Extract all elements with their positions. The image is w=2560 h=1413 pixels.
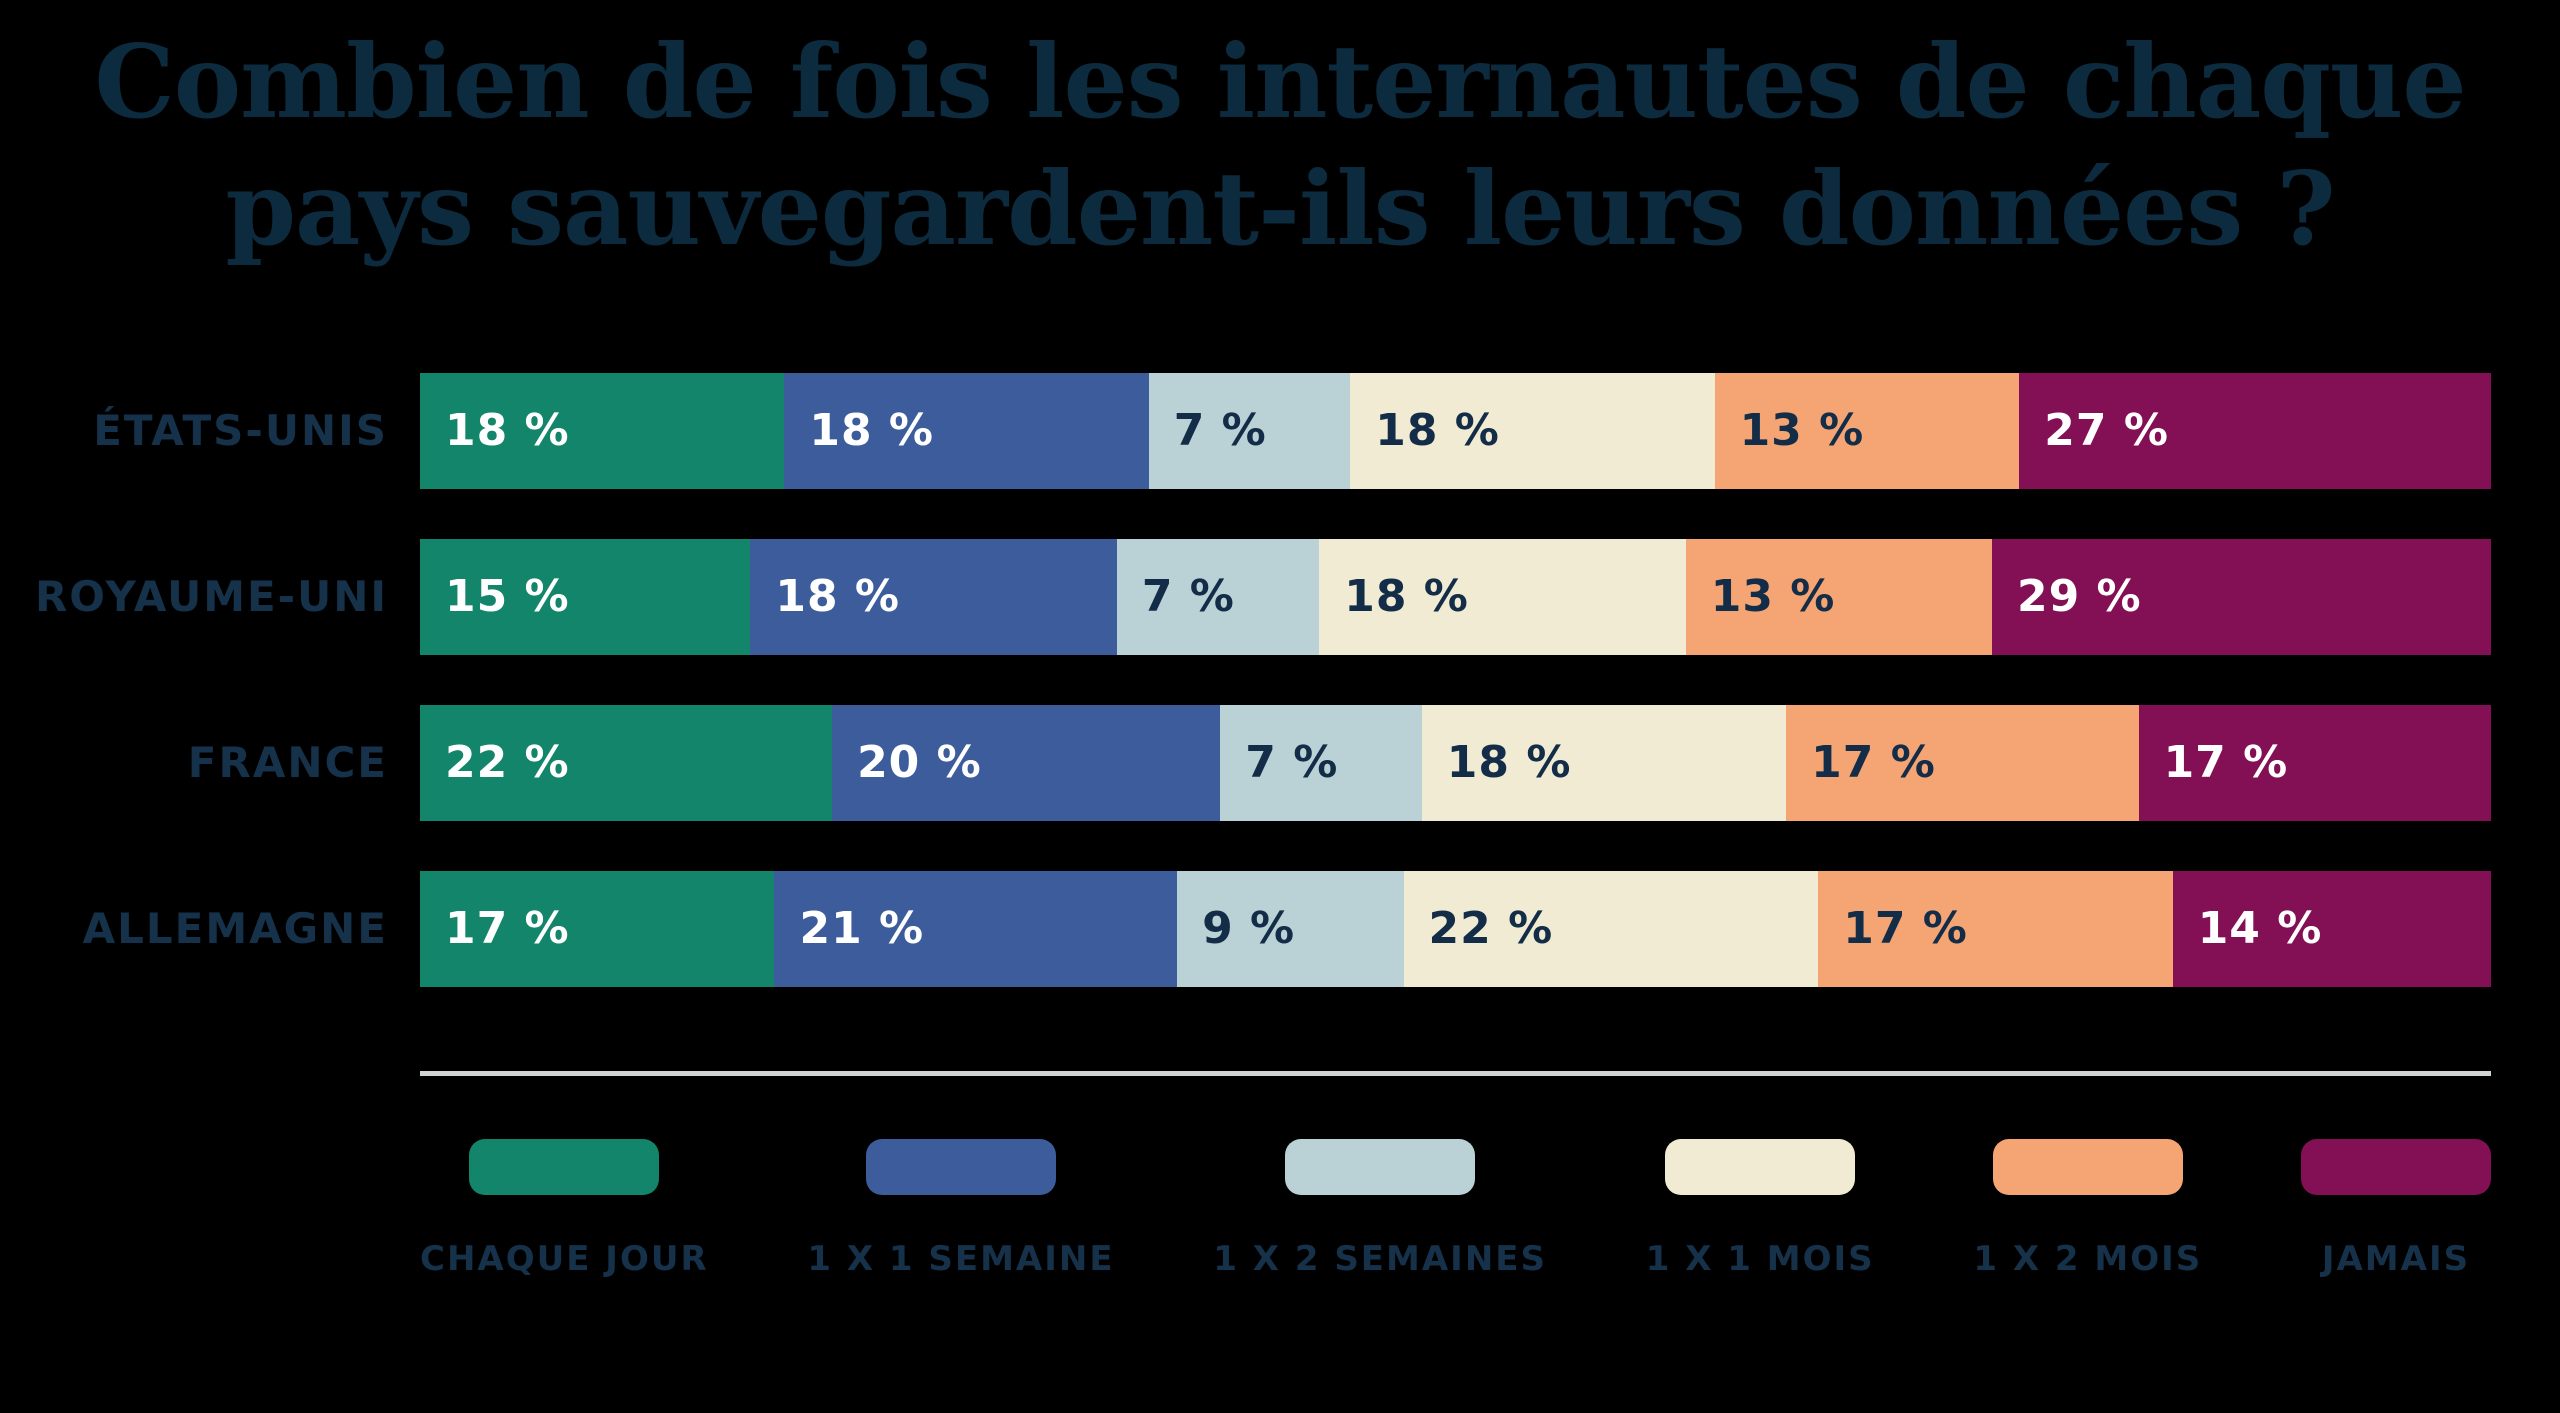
legend-label: JAMAIS	[2321, 1238, 2471, 1279]
bar-segment: 7 %	[1220, 704, 1422, 821]
bar-segment: 18 %	[750, 538, 1117, 655]
legend-item: CHAQUE JOUR	[420, 1138, 709, 1279]
bar-segment: 20 %	[832, 704, 1221, 821]
chart-rows: ÉTATS-UNIS 18 % 18 % 7 % 18 % 13 % 27 % ROYAUME…	[0, 372, 2560, 987]
segment-value-label: 18 %	[809, 405, 934, 456]
legend-swatch	[1665, 1138, 1856, 1195]
chart-row: ÉTATS-UNIS 18 % 18 % 7 % 18 % 13 % 27 %	[0, 372, 2491, 489]
chart-title-line1: Combien de fois les internautes de chaqu…	[94, 22, 2466, 141]
bar-segment: 13 %	[1714, 372, 2020, 489]
bar-segment: 17 %	[1818, 870, 2173, 987]
segment-value-label: 9 %	[1202, 903, 1296, 954]
legend-label: 1 X 1 SEMAINE	[807, 1238, 1115, 1279]
bar-segment: 9 %	[1177, 870, 1404, 987]
segment-value-label: 17 %	[1843, 903, 1968, 954]
legend-swatch	[1285, 1138, 1476, 1195]
bar-segment: 21 %	[774, 870, 1178, 987]
legend-label: 1 X 2 SEMAINES	[1213, 1238, 1547, 1279]
bar-segment: 18 %	[420, 372, 785, 489]
segment-value-label: 18 %	[1344, 571, 1469, 622]
legend-label: 1 X 2 MOIS	[1973, 1238, 2203, 1279]
legend-label: 1 X 1 MOIS	[1645, 1238, 1875, 1279]
chart-title: Combien de fois les internautes de chaqu…	[0, 0, 2560, 273]
segment-value-label: 21 %	[799, 903, 925, 954]
segment-value-label: 17 %	[2163, 737, 2289, 788]
bar-segment: 17 %	[2138, 704, 2491, 821]
segment-value-label: 20 %	[857, 737, 982, 788]
legend-item: JAMAIS	[2300, 1138, 2491, 1279]
segment-value-label: 18 %	[775, 571, 900, 622]
bar-segment: 7 %	[1148, 372, 1351, 489]
segment-value-label: 22 %	[1428, 903, 1554, 954]
bar-segment: 15 %	[420, 538, 751, 655]
bar-segment: 14 %	[2172, 870, 2491, 987]
bar-segment: 18 %	[784, 372, 1149, 489]
bar-segment: 18 %	[1350, 372, 1715, 489]
row-label: ÉTATS-UNIS	[93, 406, 388, 455]
row-label: ALLEMAGNE	[82, 904, 388, 953]
chart-row: FRANCE 22 % 20 % 7 % 18 % 17 % 17 %	[0, 704, 2491, 821]
segment-value-label: 13 %	[1739, 405, 1865, 456]
segment-value-label: 13 %	[1710, 571, 1836, 622]
segment-value-label: 18 %	[445, 405, 570, 456]
segment-value-label: 17 %	[445, 903, 570, 954]
chart-row: ALLEMAGNE 17 % 21 % 9 % 22 % 17 % 14 %	[0, 870, 2491, 987]
segment-value-label: 17 %	[1811, 737, 1936, 788]
legend-swatch	[865, 1138, 1056, 1195]
legend-swatch	[469, 1138, 660, 1195]
stacked-bar: 15 % 18 % 7 % 18 % 13 % 29 %	[420, 538, 2491, 655]
legend-item: 1 X 2 MOIS	[1973, 1138, 2203, 1279]
segment-value-label: 29 %	[2016, 571, 2142, 622]
legend-item: 1 X 1 MOIS	[1645, 1138, 1875, 1279]
segment-value-label: 27 %	[2044, 405, 2169, 456]
segment-value-label: 7 %	[1245, 737, 1339, 788]
segment-value-label: 7 %	[1141, 571, 1235, 622]
legend-item: 1 X 2 SEMAINES	[1213, 1138, 1547, 1279]
legend-swatch	[1992, 1138, 2183, 1195]
segment-value-label: 7 %	[1173, 405, 1267, 456]
segment-value-label: 14 %	[2197, 903, 2323, 954]
bar-segment: 27 %	[2019, 372, 2491, 489]
segment-value-label: 18 %	[1375, 405, 1500, 456]
bar-segment: 13 %	[1685, 538, 1992, 655]
bar-segment: 22 %	[1403, 870, 1819, 987]
legend-separator	[420, 1070, 2491, 1076]
stacked-bar: 22 % 20 % 7 % 18 % 17 % 17 %	[420, 704, 2491, 821]
chart-legend: CHAQUE JOUR 1 X 1 SEMAINE 1 X 2 SEMAINES 1 …	[420, 1070, 2491, 1279]
stacked-bar: 17 % 21 % 9 % 22 % 17 % 14 %	[420, 870, 2491, 987]
bar-segment: 18 %	[1319, 538, 1686, 655]
chart-row: ROYAUME-UNI 15 % 18 % 7 % 18 % 13 % 29 %	[0, 538, 2491, 655]
bar-segment: 29 %	[1991, 538, 2491, 655]
bar-segment: 18 %	[1421, 704, 1787, 821]
row-label: FRANCE	[187, 738, 388, 787]
segment-value-label: 15 %	[445, 571, 570, 622]
segment-value-label: 22 %	[445, 737, 570, 788]
stacked-bar: 18 % 18 % 7 % 18 % 13 % 27 %	[420, 372, 2491, 489]
bar-segment: 17 %	[420, 870, 775, 987]
legend-label: CHAQUE JOUR	[420, 1238, 709, 1279]
bar-segment: 7 %	[1116, 538, 1320, 655]
legend-swatch	[2300, 1138, 2491, 1195]
bar-segment: 17 %	[1786, 704, 2139, 821]
segment-value-label: 18 %	[1446, 737, 1572, 788]
stacked-bar-chart: ÉTATS-UNIS 18 % 18 % 7 % 18 % 13 % 27 % ROYAUME…	[0, 372, 2560, 1279]
bar-segment: 22 %	[420, 704, 833, 821]
legend-items: CHAQUE JOUR 1 X 1 SEMAINE 1 X 2 SEMAINES 1 …	[420, 1138, 2491, 1279]
legend-item: 1 X 1 SEMAINE	[807, 1138, 1115, 1279]
row-label: ROYAUME-UNI	[34, 572, 388, 621]
chart-title-line2: pays sauvegardent-ils leurs données ?	[225, 149, 2335, 269]
